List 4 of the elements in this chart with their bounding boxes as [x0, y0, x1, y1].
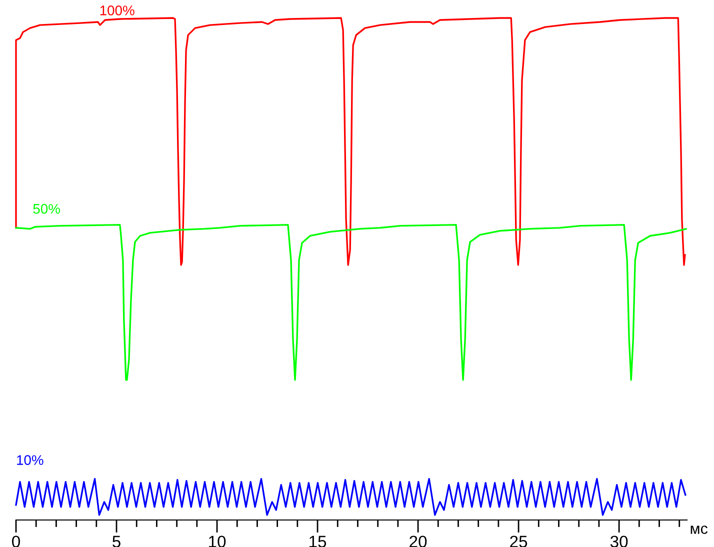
series-label: 100% — [100, 6, 134, 16]
x-axis-title: мс — [690, 526, 708, 534]
series-label: 50% — [33, 204, 60, 214]
series-label: 10% — [17, 455, 44, 465]
